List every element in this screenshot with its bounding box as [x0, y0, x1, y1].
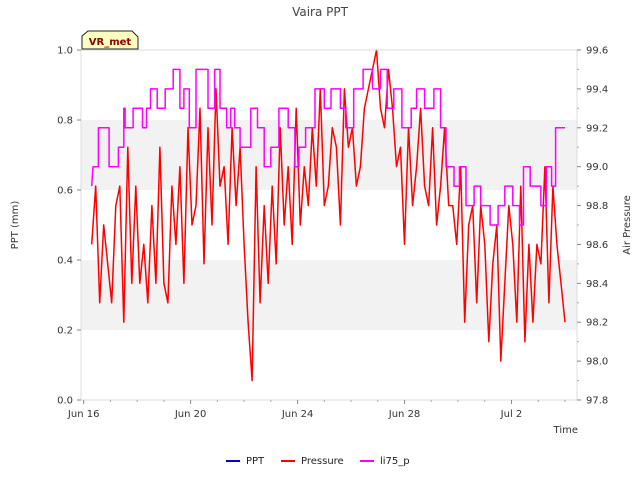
series-li75-p	[90, 68, 565, 226]
chart-title: Vaira PPT	[292, 5, 349, 19]
y-right-tick-label: 98.4	[586, 279, 608, 290]
y-right-tick-label: 98.8	[586, 201, 608, 212]
y-left-tick-label: 0.0	[57, 396, 73, 407]
y-right-tick-label: 99.0	[586, 162, 608, 173]
plot-background	[81, 50, 577, 400]
legend-label-ppt: PPT	[246, 456, 265, 467]
y-right-tick-label: 98.2	[586, 318, 608, 329]
site-label: VR_met	[89, 37, 132, 48]
y-right-tick-label: 98.6	[586, 240, 608, 251]
plot-area	[80, 49, 578, 401]
x-tick-label: Jul 2	[500, 409, 523, 420]
y-right-tick-label: 99.6	[586, 46, 608, 57]
y-right-tick-label: 99.2	[586, 123, 608, 134]
legend-label-li75-p: li75_p	[380, 456, 410, 467]
legend-label-pressure: Pressure	[301, 456, 344, 467]
x-axis-title: Time	[553, 425, 578, 436]
y-right-tick-label: 99.4	[586, 84, 608, 95]
y-left-tick-label: 0.2	[57, 326, 73, 337]
y-left-tick-label: 0.4	[57, 256, 73, 267]
site-label-box: VR_met	[81, 30, 139, 50]
y-axis-left: 0.0 0.2 0.4 0.6 0.8 1.0	[57, 46, 81, 407]
x-axis: Jun 16 Jun 20 Jun 24 Jun 28 Jul 2	[67, 400, 566, 420]
y-axis-right-title: Air Pressure	[622, 195, 633, 255]
legend: PPT Pressure li75_p	[226, 456, 410, 467]
y-axis-right: 97.8 98.0 98.2 98.4 98.6 98.8 99.0 99.2 99.4 99.6	[577, 46, 608, 407]
x-tick-label: Jun 20	[174, 409, 207, 420]
y-left-tick-label: 0.8	[57, 116, 73, 127]
background-bands	[81, 120, 577, 330]
x-tick-label: Jun 24	[281, 409, 314, 420]
y-left-tick-label: 1.0	[57, 46, 73, 57]
x-tick-label: Jun 16	[67, 409, 100, 420]
x-tick-label: Jun 28	[388, 409, 421, 420]
y-right-tick-label: 97.8	[586, 396, 608, 407]
y-axis-left-title: PPT (mm)	[10, 201, 21, 250]
site-label-background	[81, 30, 139, 50]
y-right-tick-label: 98.0	[586, 357, 608, 368]
series-pressure	[90, 49, 566, 382]
y-left-tick-label: 0.6	[57, 186, 73, 197]
